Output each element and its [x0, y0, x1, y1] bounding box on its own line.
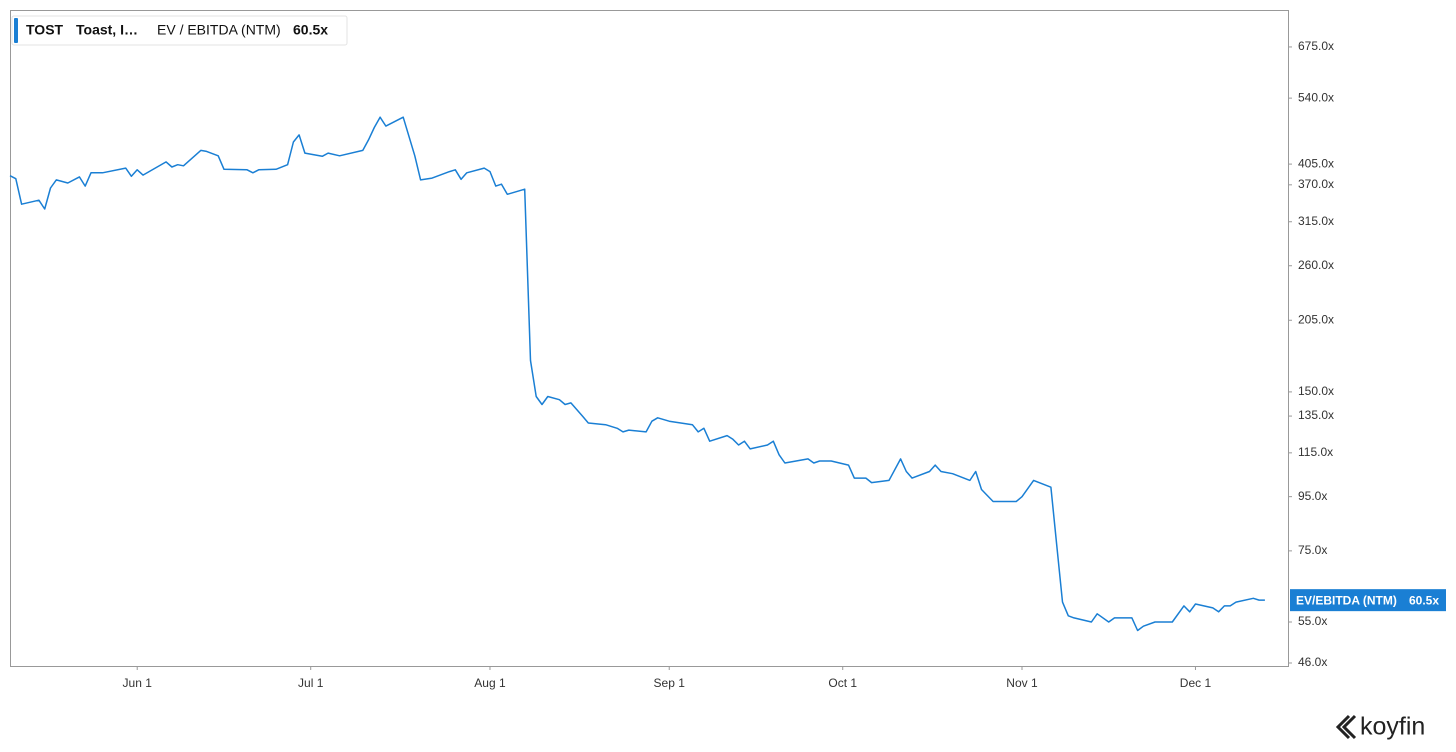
y-tick-label: 205.0x: [1298, 312, 1334, 326]
y-tick-label: 135.0x: [1298, 408, 1334, 422]
y-tick-label: 95.0x: [1298, 489, 1327, 503]
axis-tag-value: 60.5x: [1409, 593, 1439, 607]
x-tick-label: Dec 1: [1180, 676, 1212, 690]
plot-frame: [10, 10, 1289, 667]
y-tick-label: 315.0x: [1298, 214, 1334, 228]
y-tick-label: 75.0x: [1298, 543, 1327, 557]
x-tick-label: Nov 1: [1006, 676, 1038, 690]
x-tick-label: Jun 1: [123, 676, 153, 690]
y-tick-label: 55.0x: [1298, 614, 1327, 628]
ticker: TOST: [26, 22, 64, 38]
legend-swatch: [14, 18, 18, 43]
legend-series-name: EV / EBITDA (NTM): [157, 22, 281, 38]
legend-box: [11, 15, 348, 46]
y-tick-label: 675.0x: [1298, 39, 1334, 53]
y-tick-label: 405.0x: [1298, 156, 1334, 170]
x-tick-label: Aug 1: [474, 676, 506, 690]
x-tick-label: Jul 1: [298, 676, 324, 690]
y-tick-label: 150.0x: [1298, 384, 1334, 398]
y-tick-label: 260.0x: [1298, 258, 1334, 272]
logo-icon: [1335, 714, 1357, 740]
legend: TOST Toast, I… EV / EBITDA (NTM) 60.5x: [11, 15, 348, 46]
y-tick-label: 115.0x: [1298, 445, 1333, 459]
company: Toast, I…: [76, 22, 138, 38]
logo-text: koyfin: [1360, 713, 1425, 741]
y-tick-label: 540.0x: [1298, 90, 1334, 104]
y-tick-label: 370.0x: [1298, 177, 1334, 191]
legend-value: 60.5x: [293, 22, 328, 38]
axis-tag-box: [1290, 589, 1446, 612]
y-tick-label: 46.0x: [1298, 655, 1327, 669]
axis-tag-name: EV/EBITDA (NTM): [1296, 593, 1397, 607]
series-line: [9, 116, 1265, 632]
x-tick-label: Oct 1: [828, 676, 857, 690]
logo: koyfin: [1335, 713, 1425, 741]
x-tick-label: Sep 1: [654, 676, 686, 690]
